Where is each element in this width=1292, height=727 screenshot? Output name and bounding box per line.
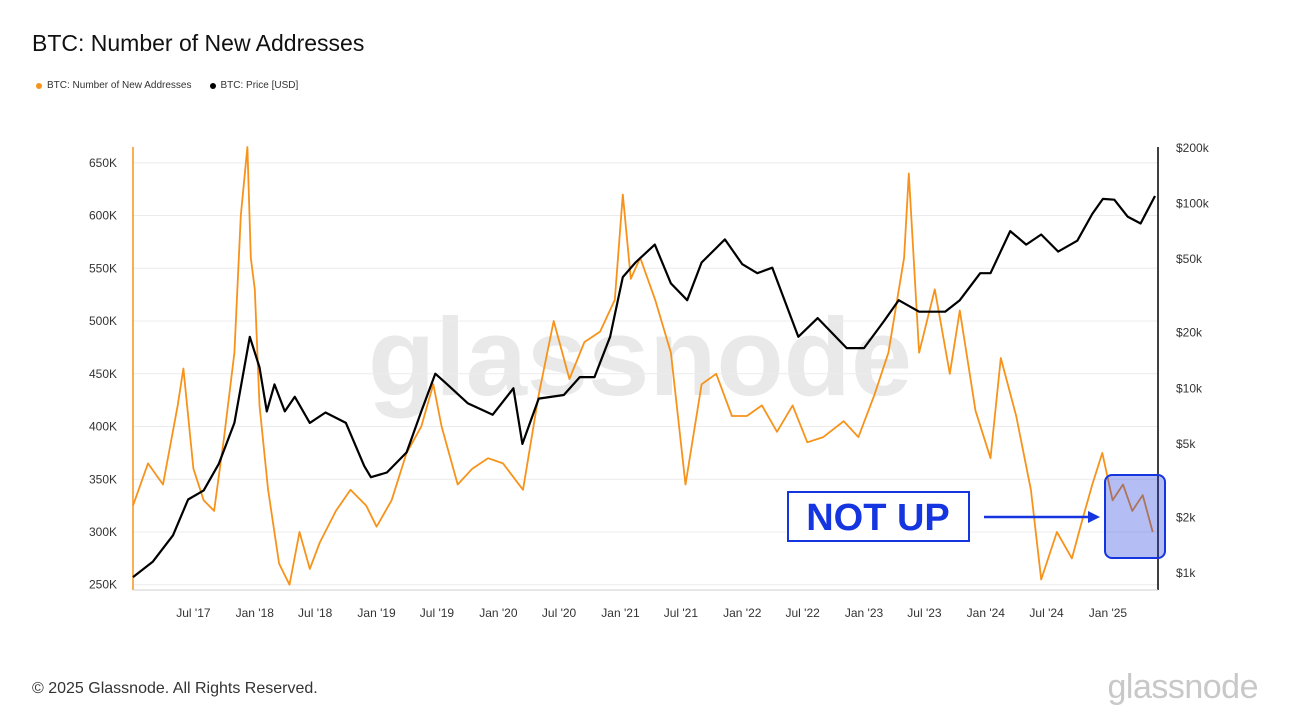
y-right-tick-label: $5k — [1176, 437, 1196, 451]
y-right-tick-label: $20k — [1176, 326, 1203, 340]
x-tick-label: Jan '25 — [1089, 606, 1128, 620]
x-tick-label: Jul '18 — [298, 606, 333, 620]
y-right-tick-label: $50k — [1176, 252, 1203, 266]
chart-watermark: glassnode — [368, 296, 912, 419]
series-line-price — [132, 195, 1156, 578]
x-tick-label: Jan '21 — [601, 606, 640, 620]
y-left-tick-label: 600K — [89, 209, 117, 223]
legend-label-price: BTC: Price [USD] — [220, 80, 299, 91]
y-left-tick-label: 450K — [89, 367, 117, 381]
axes: 250K 300K 350K 400K 450K 500K 550K 600K 650K $1k $… — [89, 141, 1210, 620]
annotation-arrowhead — [1088, 511, 1100, 523]
y-left-tick-label: 400K — [89, 420, 117, 434]
legend-swatch-new-addresses — [36, 82, 42, 89]
y-right-tick-label: $1k — [1176, 566, 1196, 580]
x-tick-label: Jul '17 — [176, 606, 211, 620]
series-group — [132, 146, 1156, 586]
legend: BTC: Number of New Addresses BTC: Price … — [36, 80, 298, 91]
y-right-tick-label: $10k — [1176, 381, 1203, 395]
y-right-tick-label: $2k — [1176, 510, 1196, 524]
legend-item-price[interactable]: BTC: Price [USD] — [209, 80, 299, 91]
legend-label-new-addresses: BTC: Number of New Addresses — [47, 80, 192, 91]
series-line-new-addresses — [132, 146, 1154, 586]
x-tick-label: Jul '23 — [907, 606, 942, 620]
x-tick-label: Jul '24 — [1029, 606, 1064, 620]
y-right-tick-label: $100k — [1176, 197, 1210, 211]
x-tick-label: Jan '20 — [479, 606, 518, 620]
annotation-highlight-box — [1104, 474, 1166, 559]
chart-title: BTC: Number of New Addresses — [32, 30, 365, 56]
y-left-tick-label: 300K — [89, 525, 117, 539]
legend-item-new-addresses[interactable]: BTC: Number of New Addresses — [36, 80, 192, 91]
x-tick-label: Jul '22 — [785, 606, 820, 620]
annotation-label: NOT UP — [806, 497, 950, 539]
y-right-tick-label: $200k — [1176, 141, 1210, 155]
annotation-label-box — [787, 491, 970, 542]
x-tick-label: Jan '19 — [357, 606, 396, 620]
legend-swatch-price — [209, 82, 216, 89]
y-left-tick-label: 650K — [89, 156, 117, 170]
x-tick-label: Jul '21 — [664, 606, 699, 620]
x-tick-label: Jan '24 — [967, 606, 1006, 620]
y-left-tick-label: 350K — [89, 472, 117, 486]
brand-logo: glassnode — [1107, 668, 1258, 706]
copyright: © 2025 Glassnode. All Rights Reserved. — [32, 680, 318, 697]
x-tick-label: Jan '18 — [236, 606, 275, 620]
x-tick-label: Jan '22 — [723, 606, 762, 620]
x-tick-label: Jul '19 — [420, 606, 455, 620]
x-tick-label: Jul '20 — [542, 606, 577, 620]
x-tick-label: Jan '23 — [845, 606, 884, 620]
gridlines — [133, 162, 1158, 586]
y-left-tick-label: 500K — [89, 314, 117, 328]
annotation-group: NOT UP — [787, 474, 1166, 559]
y-left-tick-label: 550K — [89, 261, 117, 275]
y-left-tick-label: 250K — [89, 578, 117, 592]
